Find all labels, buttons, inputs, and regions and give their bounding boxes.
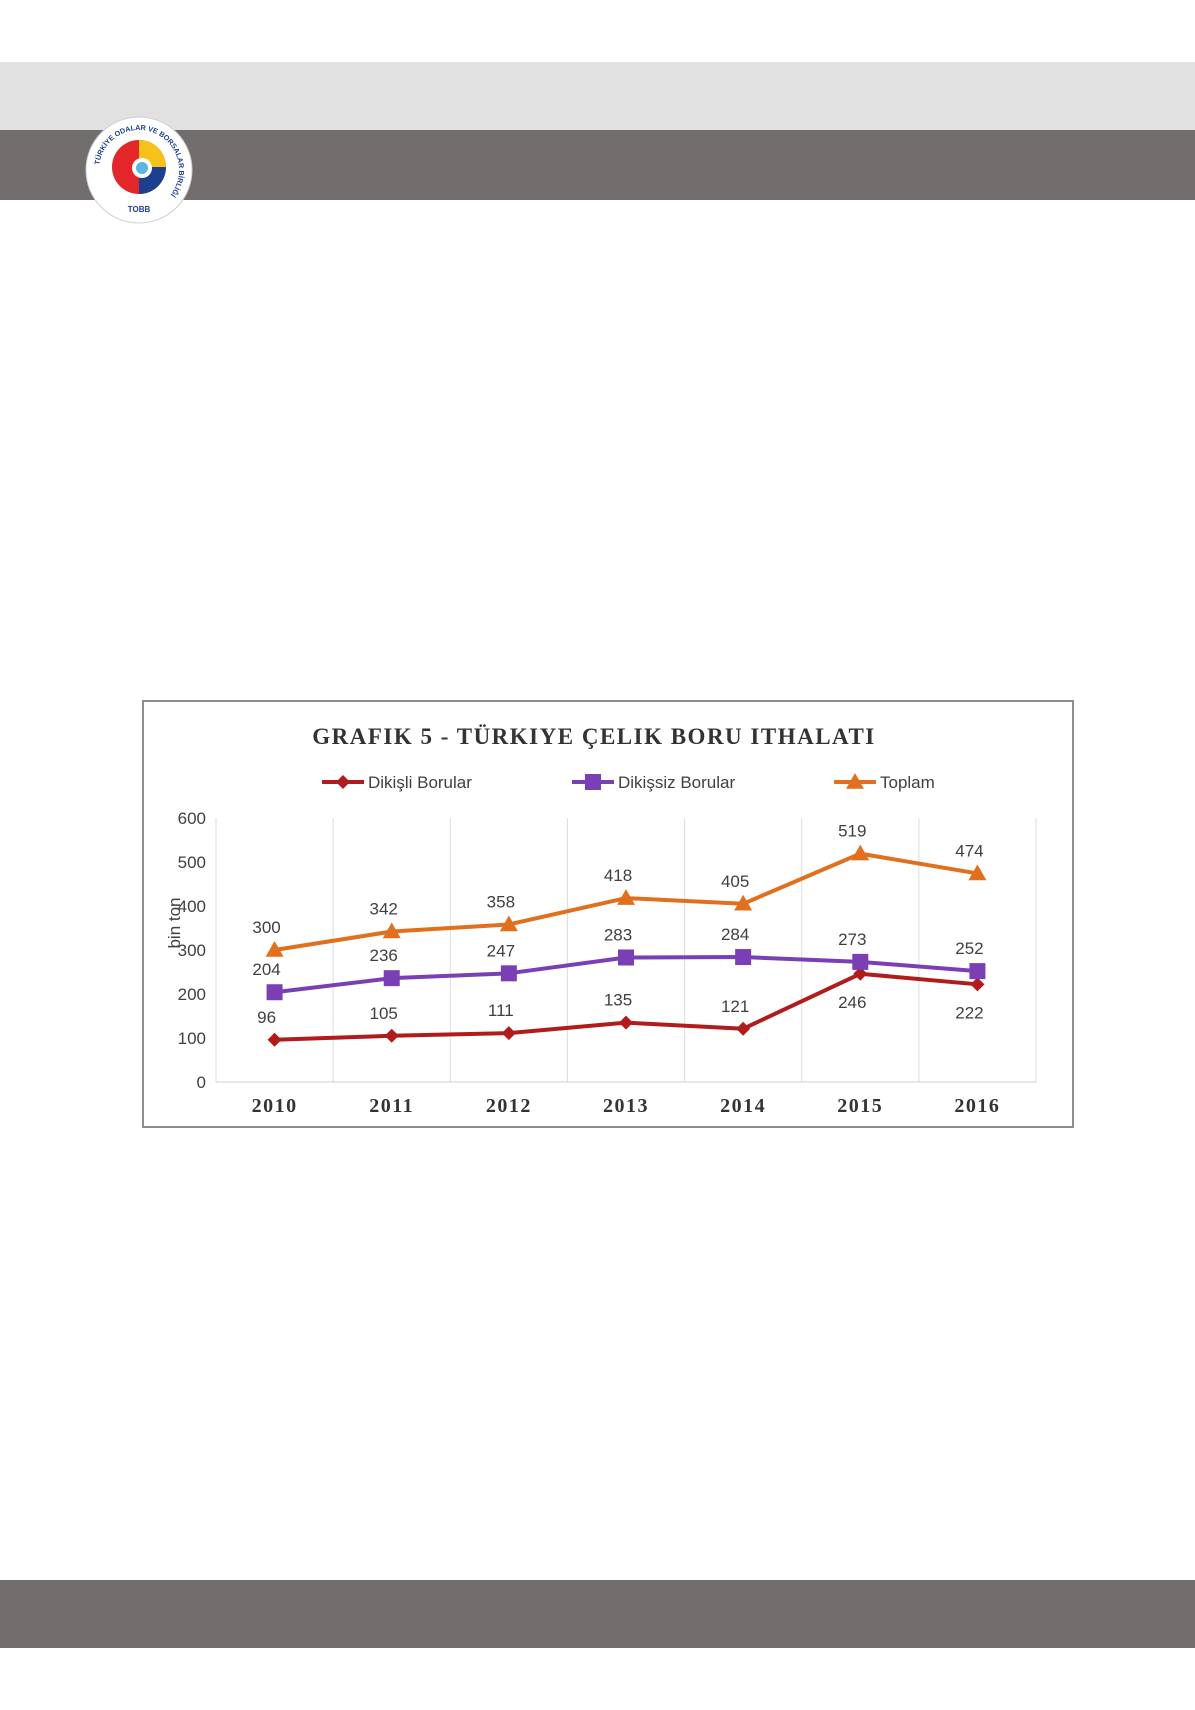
y-tick-label: 100 bbox=[178, 1029, 206, 1048]
data-point bbox=[336, 775, 350, 789]
legend-label: Dikişsiz Borular bbox=[618, 773, 735, 792]
legend-label: Toplam bbox=[880, 773, 935, 792]
data-label: 405 bbox=[721, 872, 749, 891]
data-label: 342 bbox=[370, 900, 398, 919]
x-ticks: 2010 2011 2012 2013 2014 2015 2016 bbox=[252, 1095, 1000, 1117]
chart-frame: GRAFIK 5 - TÜRKIYE ÇELIK BORU ITHALATI b… bbox=[142, 700, 1074, 1128]
data-point bbox=[500, 965, 517, 982]
data-label: 246 bbox=[838, 993, 866, 1012]
data-point bbox=[267, 1032, 282, 1047]
data-point bbox=[735, 949, 752, 966]
data-label: 519 bbox=[838, 822, 866, 841]
y-tick-label: 300 bbox=[178, 941, 206, 960]
data-point bbox=[619, 1015, 633, 1030]
y-tick-label: 200 bbox=[178, 985, 206, 1004]
data-point bbox=[585, 774, 601, 790]
data-label: 111 bbox=[488, 1001, 514, 1020]
x-tick-label: 2010 bbox=[252, 1095, 298, 1117]
data-point bbox=[618, 949, 634, 966]
data-point bbox=[734, 894, 753, 911]
data-label: 247 bbox=[487, 941, 515, 960]
data-label: 135 bbox=[604, 991, 632, 1010]
x-tick-label: 2012 bbox=[486, 1095, 532, 1117]
data-label: 252 bbox=[955, 939, 983, 958]
data-point bbox=[846, 773, 864, 789]
data-label: 300 bbox=[252, 918, 280, 937]
legend: Dikişli Borular Dikişsiz Borular Toplam bbox=[322, 773, 935, 792]
data-point bbox=[852, 953, 869, 970]
x-tick-label: 2014 bbox=[720, 1095, 766, 1117]
tobb-logo: TÜRKİYE ODALAR VE BORSALAR BİRLİĞİ TOBB bbox=[85, 116, 193, 224]
x-tick-label: 2013 bbox=[603, 1095, 649, 1117]
data-label: 474 bbox=[955, 841, 983, 860]
data-label: 204 bbox=[252, 960, 280, 979]
data-label: 121 bbox=[721, 997, 749, 1016]
y-tick-label: 600 bbox=[178, 809, 206, 828]
top-band bbox=[0, 62, 1195, 130]
x-tick-label: 2015 bbox=[837, 1095, 883, 1117]
data-label: 283 bbox=[604, 925, 632, 944]
series-toplam: 300 342 358 418 405 519 474 bbox=[252, 822, 987, 957]
x-tick-label: 2011 bbox=[369, 1095, 414, 1117]
data-label: 105 bbox=[370, 1004, 398, 1023]
data-point bbox=[970, 977, 985, 992]
y-tick-label: 500 bbox=[178, 853, 206, 872]
y-tick-label: 0 bbox=[197, 1073, 206, 1092]
data-point bbox=[384, 1028, 399, 1043]
data-point bbox=[265, 941, 284, 957]
data-label: 358 bbox=[487, 892, 515, 911]
header-bar bbox=[0, 130, 1195, 200]
logo-abbr: TOBB bbox=[128, 205, 151, 214]
chart-title: GRAFIK 5 - TÜRKIYE ÇELIK BORU ITHALATI bbox=[312, 724, 876, 749]
data-label: 284 bbox=[721, 925, 749, 944]
y-axis-label: bin ton bbox=[165, 897, 184, 948]
data-point bbox=[383, 970, 400, 987]
x-tick-label: 2016 bbox=[954, 1095, 1000, 1117]
data-point bbox=[969, 963, 986, 980]
data-point bbox=[853, 966, 868, 981]
data-label: 236 bbox=[370, 946, 398, 965]
data-point bbox=[617, 889, 635, 905]
data-point bbox=[382, 922, 401, 939]
data-point bbox=[968, 864, 987, 881]
series-group: 96 105 111 135 121 246 222 204 236 247 283 284 273 25… bbox=[252, 822, 987, 1047]
series-diki-siz-borular: 204 236 247 283 284 273 252 bbox=[252, 925, 986, 1001]
data-point bbox=[266, 984, 283, 1001]
data-label: 273 bbox=[838, 930, 866, 949]
data-point bbox=[851, 844, 870, 861]
footer-bar bbox=[0, 1580, 1195, 1648]
data-label: 222 bbox=[955, 1003, 983, 1022]
y-ticks: 0 100 200 300 400 500 600 bbox=[178, 809, 206, 1092]
data-point bbox=[499, 915, 518, 932]
chart-svg: GRAFIK 5 - TÜRKIYE ÇELIK BORU ITHALATI b… bbox=[165, 724, 1037, 1117]
data-point bbox=[501, 1026, 516, 1041]
data-label: 418 bbox=[604, 866, 632, 885]
data-point bbox=[736, 1021, 751, 1036]
legend-label: Dikişli Borular bbox=[368, 773, 472, 792]
series-diki-li-borular: 96 105 111 135 121 246 222 bbox=[257, 966, 985, 1047]
y-tick-label: 400 bbox=[178, 897, 206, 916]
data-label: 96 bbox=[257, 1008, 276, 1027]
